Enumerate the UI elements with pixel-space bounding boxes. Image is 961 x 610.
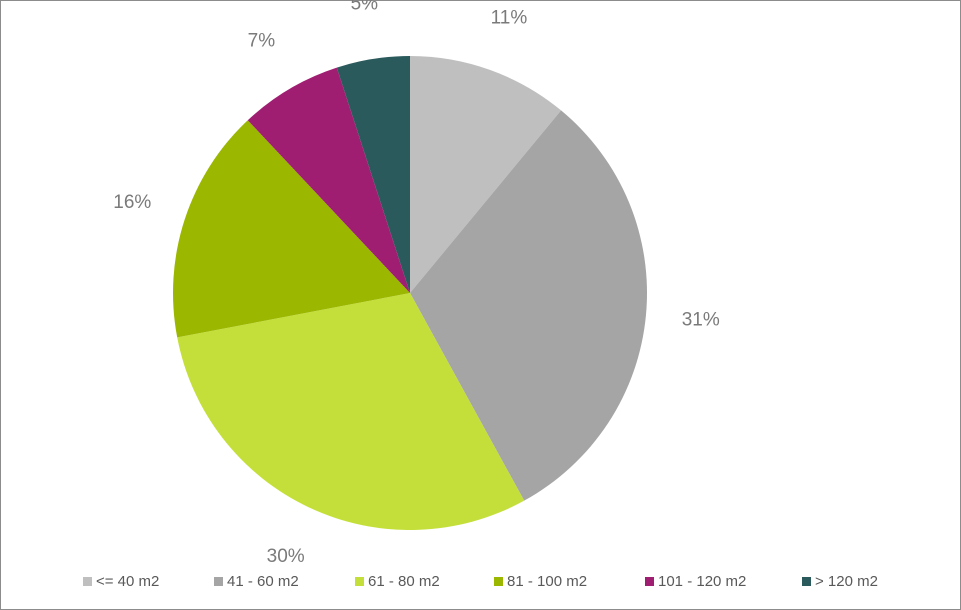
legend-item-gt-120-m2: > 120 m2	[802, 570, 878, 592]
legend-swatch	[83, 576, 92, 586]
pie-slices	[173, 56, 647, 530]
pie-slice-le-40-m2	[410, 56, 562, 293]
pie-slice-41-60-m2	[410, 110, 647, 501]
pie-slice-81-100-m2	[173, 120, 410, 338]
pie-slice-gt-120-m2	[336, 56, 410, 293]
data-label-le-40-m2: 11%	[491, 7, 528, 28]
legend-item-61-80-m2: 61 - 80 m2	[355, 570, 440, 592]
data-label-61-80-m2: 30%	[267, 546, 305, 567]
data-label-81-100-m2: 16%	[113, 192, 151, 213]
legend-label: 61 - 80 m2	[368, 572, 440, 590]
legend-swatch	[802, 576, 811, 586]
pie-slice-61-80-m2	[177, 293, 525, 530]
legend-item-101-120-m2: 101 - 120 m2	[645, 570, 746, 592]
legend-item-41-60-m2: 41 - 60 m2	[214, 570, 299, 592]
data-label-gt-120-m2: 5%	[351, 0, 379, 15]
legend-label: 81 - 100 m2	[507, 572, 588, 590]
legend-swatch	[645, 576, 654, 586]
legend-swatch	[355, 576, 364, 586]
legend-label: 41 - 60 m2	[227, 572, 299, 590]
data-label-101-120-m2: 7%	[248, 31, 276, 52]
chart-legend: <= 40 m2 41 - 60 m2 61 - 80 m2 81 - 100 m2 1…	[0, 570, 961, 592]
legend-label: 101 - 120 m2	[658, 572, 747, 590]
pie-data-labels: 11% 31% 30% 16% 7% 5%	[113, 0, 720, 567]
data-label-41-60-m2: 31%	[682, 309, 720, 330]
pie-slice-101-120-m2	[247, 67, 410, 293]
legend-item-81-100-m2: 81 - 100 m2	[494, 570, 587, 592]
legend-item-le-40-m2: <= 40 m2	[83, 570, 159, 592]
legend-swatch	[214, 576, 223, 586]
legend-label: <= 40 m2	[96, 572, 160, 590]
legend-swatch	[494, 576, 503, 586]
legend-label: > 120 m2	[815, 572, 878, 590]
